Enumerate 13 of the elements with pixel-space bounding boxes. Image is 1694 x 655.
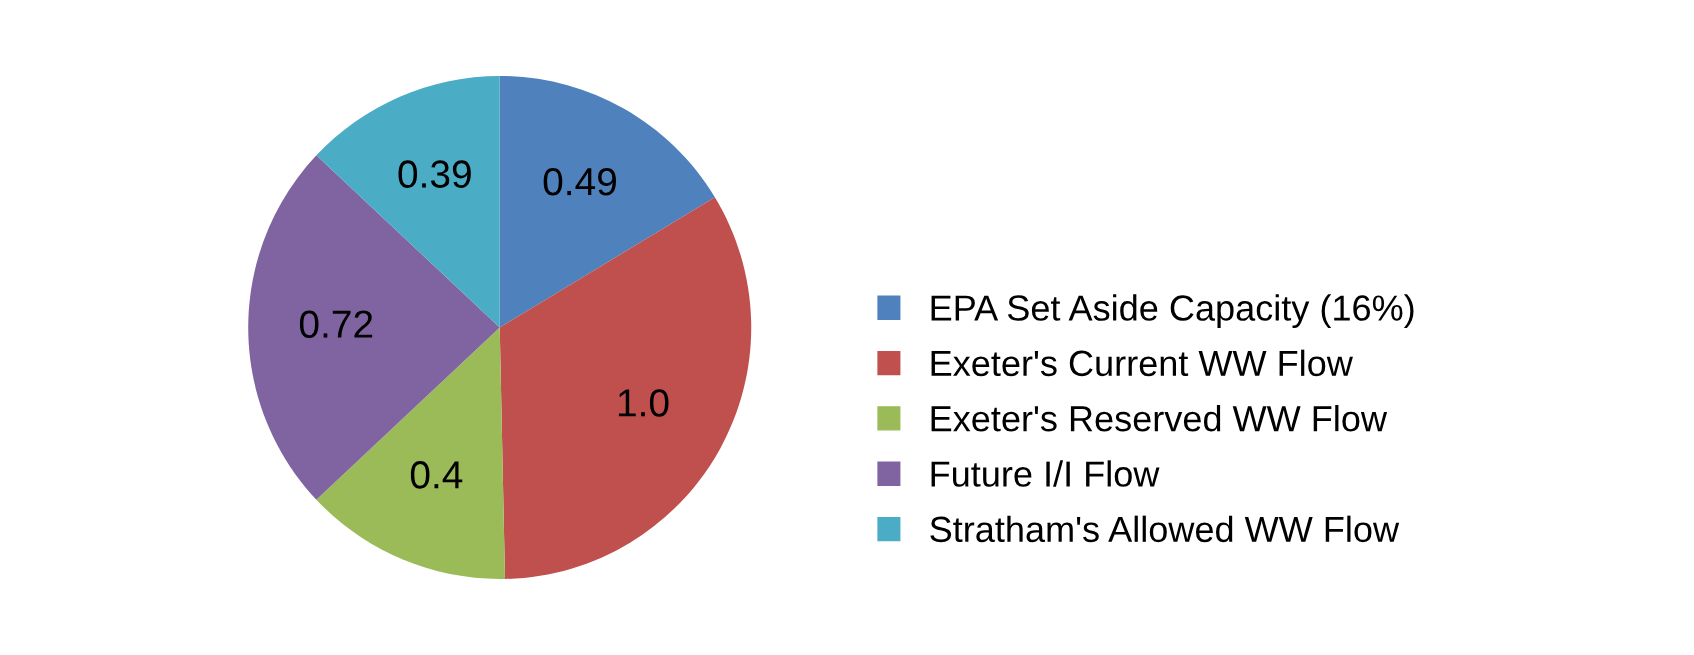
data-label: 0.49 [543, 167, 616, 196]
data-label: 0.72 [299, 310, 373, 338]
legend-label: Exeter's Current WW Flow [931, 349, 1353, 377]
data-label: 1.0 [618, 389, 669, 417]
pie-slice [499, 75, 715, 328]
legend-label: Exeter's Reserved WW Flow [931, 404, 1388, 432]
legend-label: Stratham's Allowed WW Flow [930, 515, 1400, 543]
data-label: 0.39 [398, 160, 471, 188]
pie-slice [248, 155, 500, 500]
data-label: 0.4 [410, 461, 463, 489]
pie-slice [499, 197, 752, 579]
legend-label: Future I/I Flow [931, 460, 1160, 487]
legend-label: EPA Set Aside Capacity (16%) [931, 294, 1414, 328]
